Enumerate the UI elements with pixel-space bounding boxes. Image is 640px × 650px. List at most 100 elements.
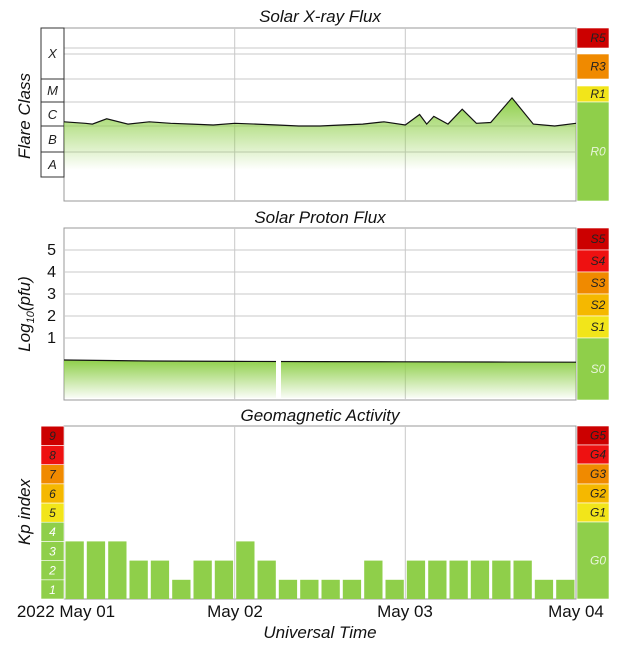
kp-level-label-6: 6 (49, 487, 56, 501)
g-scale-label-g4: G4 (590, 448, 606, 462)
r-scale-label-r5: R5 (590, 31, 606, 45)
r-scale-label-r0: R0 (590, 145, 606, 159)
kp-bar (257, 560, 276, 599)
proton-flux-fill (64, 360, 576, 398)
kp-bar (428, 560, 447, 599)
r-scale-segment-r5 (576, 27, 610, 49)
s-scale-label-s4: S4 (591, 254, 606, 268)
kp-bar (513, 560, 532, 599)
kp-level-label-1: 1 (49, 583, 56, 597)
xray-flux-fill (64, 97, 576, 170)
s-scale-label-s0: S0 (591, 362, 606, 376)
proton-flux-series (63, 355, 577, 399)
geomag-ylabel: Kp index (15, 478, 34, 545)
geomag-title: Geomagnetic Activity (240, 406, 401, 425)
xray-flux-series (63, 96, 577, 170)
g-scale-segment-g0 (576, 521, 610, 600)
proton-title: Solar Proton Flux (254, 208, 386, 227)
kp-bar (214, 560, 234, 599)
flare-class-axis: X M C B A (40, 27, 65, 178)
geomag-plot-area (63, 425, 577, 600)
s-scale-label-s5: S5 (591, 232, 606, 246)
proton-flux-line (63, 359, 577, 363)
s-scale-segment-s0 (576, 337, 610, 401)
radio-blackout-scale: R5 R3 R1 R0 (576, 27, 610, 202)
proton-gridlines (64, 249, 576, 339)
g-scale-label-g0: G0 (590, 554, 606, 568)
kp-level-label-9: 9 (49, 429, 56, 443)
kp-level-label-3: 3 (49, 544, 56, 558)
kp-bars (65, 541, 575, 599)
kp-bar (449, 560, 468, 599)
r-scale-segment-r0 (576, 101, 610, 202)
xray-ylabel: Flare Class (15, 73, 34, 159)
proton-ylabel-sub: 10 (25, 310, 37, 323)
proton-tick-4: 4 (47, 264, 56, 281)
proton-ylabel: Log10(pfu) (15, 276, 37, 352)
kp-level-label-8: 8 (49, 448, 56, 462)
kp-level-label-7: 7 (49, 468, 57, 482)
kp-bar (278, 579, 298, 599)
xray-flux-line (63, 96, 577, 127)
kp-level-scale: 1 2 3 4 5 6 7 8 9 (40, 425, 65, 600)
kp-bar (300, 579, 319, 599)
class-label-m: M (47, 83, 58, 98)
x-tick-may-02: May 02 (207, 602, 263, 621)
radiation-storm-scale: S5 S4 S3 S2 S1 S0 (576, 227, 610, 401)
kp-level-label-2: 2 (48, 564, 56, 578)
kp-bar (150, 560, 170, 599)
kp-bar (406, 560, 426, 599)
day-gridlines (234, 28, 406, 599)
g-scale-label-g5: G5 (590, 429, 606, 443)
kp-bar (470, 560, 490, 599)
kp-bar (342, 579, 362, 599)
g-scale-label-g2: G2 (590, 487, 606, 501)
kp-bar (364, 560, 383, 599)
kp-bar (534, 579, 554, 599)
class-label-c: C (48, 107, 58, 122)
proton-ylabel-tail: (pfu) (15, 276, 34, 311)
kp-bar (108, 541, 127, 599)
x-tick-may-04: May 04 (548, 602, 604, 621)
geomagnetic-storm-scale: G5 G4 G3 G2 G1 G0 (576, 425, 610, 600)
g-scale-label-g3: G3 (590, 467, 606, 481)
kp-bar (193, 560, 212, 599)
class-label-x: X (47, 46, 58, 61)
proton-tick-2: 2 (47, 308, 56, 325)
r-scale-label-r3: R3 (590, 60, 606, 74)
x-axis-label: Universal Time (263, 623, 376, 642)
kp-bar (129, 560, 148, 599)
s-scale-label-s2: S2 (591, 298, 606, 312)
kp-bar (385, 579, 404, 599)
class-label-a: A (47, 157, 57, 172)
kp-bar (492, 560, 511, 599)
xray-plot-area (63, 27, 577, 202)
g-scale-label-g1: G1 (590, 506, 606, 520)
proton-tick-5: 5 (47, 242, 56, 259)
kp-bar (236, 541, 255, 599)
kp-bar (321, 579, 340, 599)
proton-y-ticks: 1 2 3 4 5 (47, 242, 56, 347)
s-scale-label-s3: S3 (591, 276, 606, 290)
kp-level-label-5: 5 (49, 506, 56, 520)
r-scale-segment-r3 (576, 53, 610, 80)
x-tick-may-03: May 03 (377, 602, 433, 621)
kp-bar (172, 579, 191, 599)
proton-data-gap (276, 355, 281, 399)
kp-bar (556, 579, 575, 599)
kp-bar (65, 541, 84, 599)
class-label-b: B (48, 132, 57, 147)
kp-level-9 (40, 425, 65, 446)
proton-tick-1: 1 (47, 330, 56, 347)
x-tick-may-01: 2022 May 01 (17, 602, 115, 621)
r-scale-label-r1: R1 (590, 87, 605, 101)
kp-level-label-4: 4 (49, 525, 56, 539)
proton-ylabel-base: Log (15, 323, 34, 352)
s-scale-label-s1: S1 (591, 320, 606, 334)
proton-tick-3: 3 (47, 286, 56, 303)
xray-title: Solar X-ray Flux (259, 7, 381, 26)
time-axis: 2022 May 01 May 02 May 03 May 04 Univers… (17, 602, 604, 642)
kp-bar (86, 541, 106, 599)
